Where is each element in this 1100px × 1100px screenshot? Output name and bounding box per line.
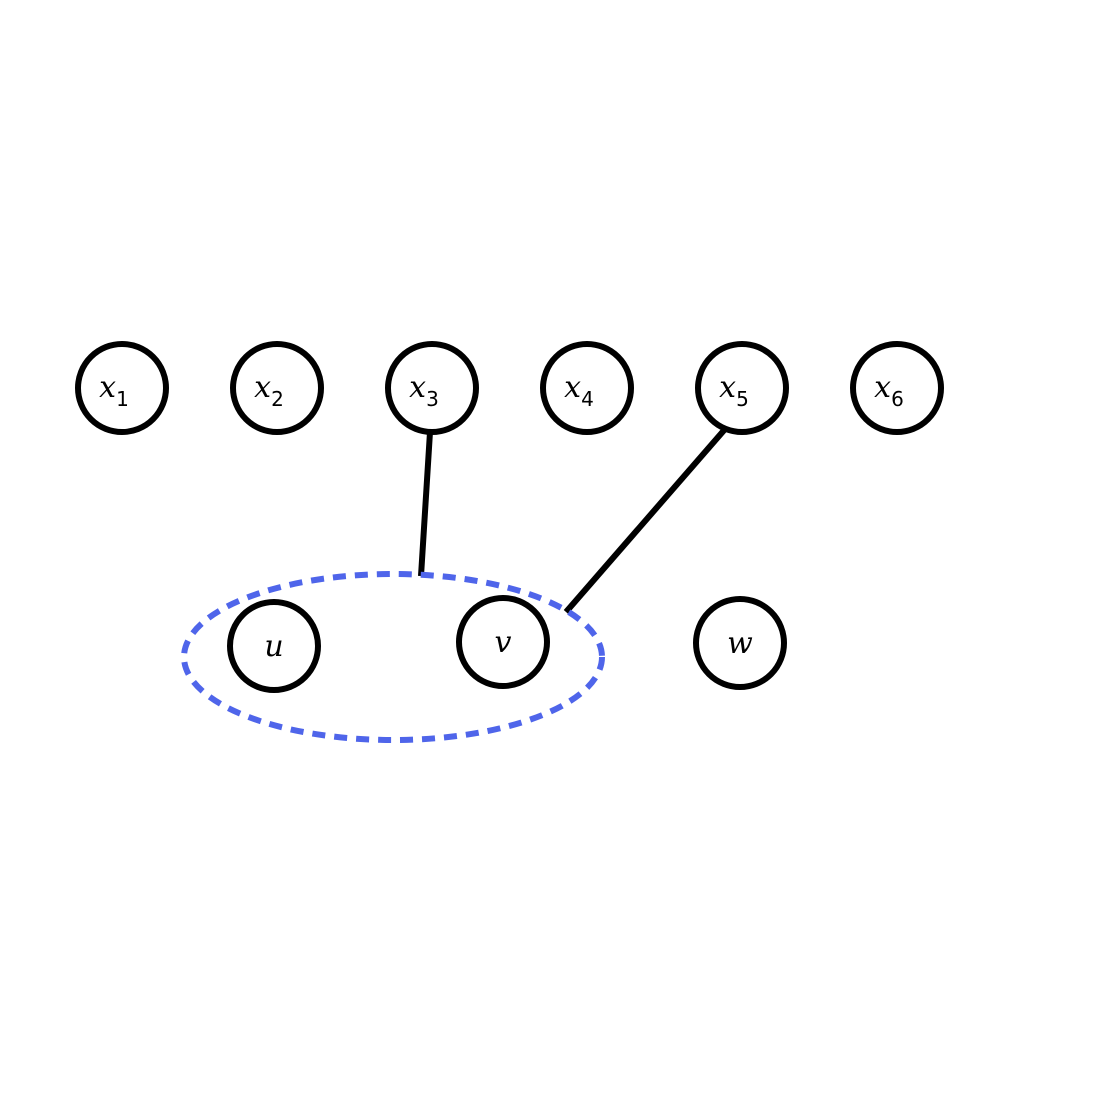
node-x5-subscript: 5 [736,387,749,411]
node-x6-label: x [874,370,891,405]
node-x5: x5 [695,341,789,435]
node-v-label: v [495,625,512,660]
edge-x3-to-uv-group [418,431,433,577]
node-x6-subscript: 6 [891,387,904,411]
node-u-label: u [264,629,283,664]
svg-text:x4: x4 [564,370,594,411]
node-x1-label: x [99,370,116,405]
node-x1: x1 [75,341,169,435]
node-x3-label: x [409,370,426,405]
node-x3-subscript: 3 [426,387,439,411]
svg-text:x3: x3 [409,370,439,411]
node-x6: x6 [850,341,944,435]
node-x4: x4 [540,341,634,435]
node-w-label: w [727,626,753,661]
node-u: u [227,599,321,693]
node-x4-label: x [564,370,581,405]
node-w: w [693,596,787,690]
svg-text:x5: x5 [719,370,749,411]
node-x1-subscript: 1 [116,387,129,411]
group-uv-ellipse [181,571,605,743]
node-x2-subscript: 2 [271,387,284,411]
node-x2: x2 [230,341,324,435]
node-x5-label: x [719,370,736,405]
svg-text:x2: x2 [254,370,284,411]
svg-text:x1: x1 [99,370,129,411]
node-x4-subscript: 4 [581,387,594,411]
edge-x5-to-uv-group [563,426,729,614]
node-x2-label: x [254,370,271,405]
node-x3: x3 [385,341,479,435]
node-v: v [456,595,550,689]
svg-text:x6: x6 [874,370,904,411]
